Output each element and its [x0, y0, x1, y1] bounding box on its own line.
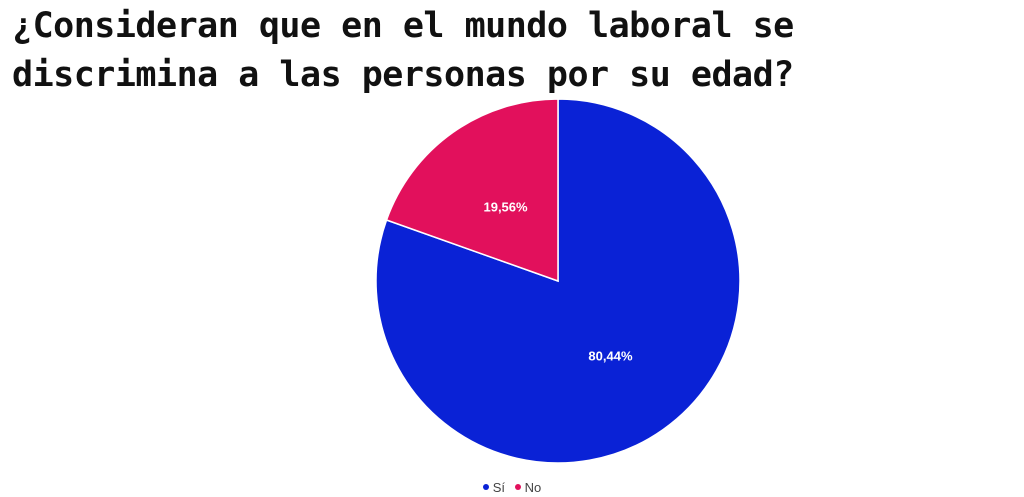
pie-slice-no: [385, 98, 559, 283]
legend-swatch-no: [514, 484, 521, 490]
data-label-no: 19,56%: [483, 200, 528, 215]
legend-item-si: Sí: [482, 480, 506, 495]
legend-label-si: Sí: [492, 480, 506, 495]
legend-item-no: No: [514, 480, 542, 495]
legend-label-no: No: [524, 480, 542, 495]
legend-swatch-si: [482, 484, 489, 490]
chart-title: ¿Consideran que en el mundo laboral se d…: [12, 6, 794, 95]
chart-legend: Sí No: [0, 481, 1024, 495]
data-label-si: 80,44%: [588, 348, 633, 363]
